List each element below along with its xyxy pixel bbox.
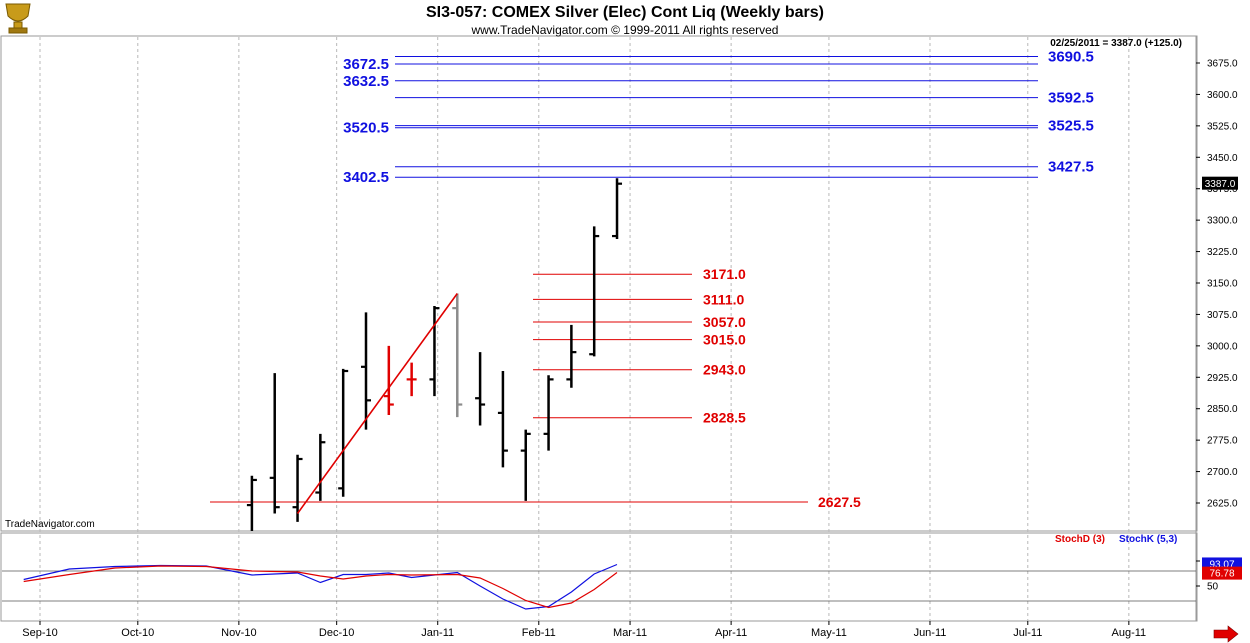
blue-level-label: 3520.5 — [343, 120, 389, 137]
x-tick-label: Apr-11 — [715, 627, 747, 639]
y-tick-label: 3300.0 — [1207, 216, 1238, 227]
blue-level-label: 3427.5 — [1048, 159, 1094, 176]
price-panel — [0, 35, 1198, 532]
stochd-value-badge — [1202, 566, 1242, 580]
y-tick-label: 2925.0 — [1207, 373, 1238, 384]
y-tick-label: 2700.0 — [1207, 467, 1238, 478]
x-tick-label: May-11 — [811, 627, 847, 639]
last-price-badge — [1202, 176, 1238, 190]
x-tick-label: Jul-11 — [1013, 627, 1042, 639]
quote-readout: 02/25/2011 = 3387.0 (+125.0) — [1050, 38, 1182, 49]
y-tick-label: 2850.0 — [1207, 404, 1238, 415]
x-tick-label: Nov-10 — [221, 627, 256, 639]
y-tick-label: 2775.0 — [1207, 436, 1238, 447]
y-tick-label: 3450.0 — [1207, 153, 1238, 164]
chart-title: SI3-057: COMEX Silver (Elec) Cont Liq (W… — [426, 4, 824, 21]
legend-stochk: StochK (5,3) — [1119, 534, 1177, 545]
x-tick-label: Dec-10 — [319, 627, 354, 639]
y-tick-label: 2625.0 — [1207, 499, 1238, 510]
stochastic-lines — [23, 563, 618, 610]
y-axis-ticks: 3675.0 3600.0 3525.0 3450.0 3375.0 3300.0 3225… — [1196, 59, 1238, 593]
x-tick-label: Mar-11 — [613, 627, 647, 639]
logo-icon — [5, 3, 31, 34]
y-tick-label: 3675.0 — [1207, 59, 1238, 70]
x-tick-label: Oct-10 — [121, 627, 154, 639]
x-axis-ticks: Sep-10 Oct-10 Nov-10 Dec-10 Jan-11 Feb-11 Mar-… — [22, 621, 1146, 639]
red-level-label: 3015.0 — [703, 332, 746, 348]
x-tick-label: Jan-11 — [421, 627, 454, 639]
blue-level-label: 3672.5 — [343, 56, 389, 73]
grid — [2, 37, 1196, 621]
stochd-line — [23, 565, 618, 609]
watermark: TradeNavigator.com — [5, 519, 95, 530]
y-tick-label: 3000.0 — [1207, 341, 1238, 352]
red-level-label: 2828.5 — [703, 410, 746, 426]
trendline-group — [296, 293, 458, 514]
y-tick-label: 3225.0 — [1207, 247, 1238, 258]
y-tick-label: 3600.0 — [1207, 90, 1238, 101]
red-level-label: 3171.0 — [703, 266, 746, 282]
y-tick-label: 3375.0 — [1207, 184, 1238, 195]
blue-level-label: 3592.5 — [1048, 90, 1094, 107]
blue-level-label: 3402.5 — [343, 169, 389, 186]
last-price-label: 3387.0 — [1205, 179, 1236, 190]
x-tick-label: Jun-11 — [914, 627, 947, 639]
stochk-value: 93.07 — [1209, 559, 1234, 570]
arrow-right-icon[interactable] — [1212, 625, 1240, 643]
red-level-label: 2627.5 — [818, 494, 861, 510]
stoch-y-tick-label: 50 — [1207, 582, 1219, 593]
blue-level-label: 3690.5 — [1048, 49, 1094, 66]
red-level-label: 3111.0 — [703, 291, 744, 307]
blue-level-label: 3632.5 — [343, 73, 389, 90]
stochastic-panel — [0, 532, 1198, 622]
x-tick-label: Sep-10 — [22, 627, 57, 639]
red-level-label: 2943.0 — [703, 362, 746, 378]
legend-stochd: StochD (3) — [1055, 534, 1105, 545]
y-tick-label: 3150.0 — [1207, 279, 1238, 290]
red-level-label: 3057.0 — [703, 314, 746, 330]
ohlc-bars — [246, 178, 623, 531]
trendline — [296, 293, 458, 514]
x-tick-label: Feb-11 — [522, 627, 556, 639]
x-tick-label: Aug-11 — [1112, 627, 1147, 639]
copyright-text: www.TradeNavigator.com © 1999-2011 All r… — [471, 23, 779, 37]
y-tick-label: 3075.0 — [1207, 310, 1238, 321]
blue-level-label: 3525.5 — [1048, 118, 1094, 135]
y-tick-label: 3525.0 — [1207, 121, 1238, 132]
stochd-value: 76.78 — [1209, 569, 1234, 580]
